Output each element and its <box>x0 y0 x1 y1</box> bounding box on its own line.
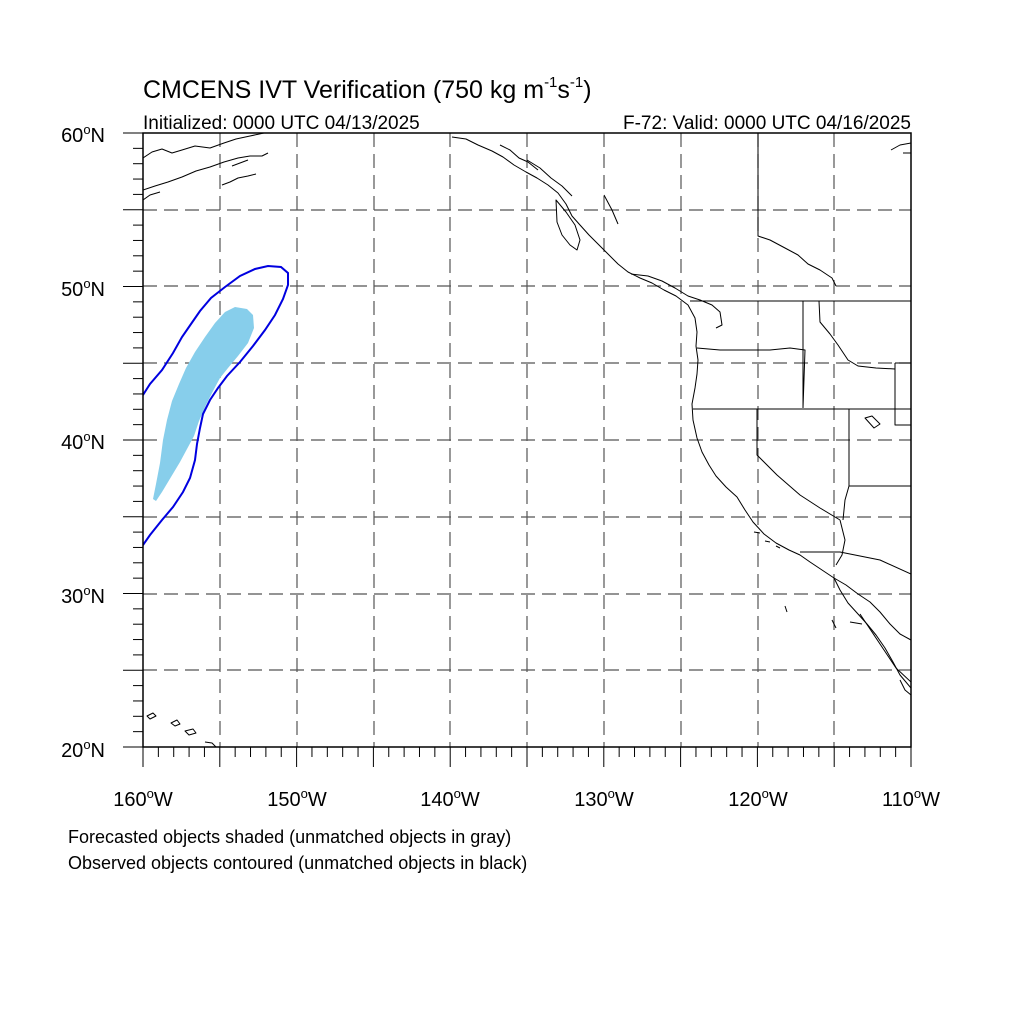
legend-forecast-note: Forecasted objects shaded (unmatched obj… <box>68 827 512 847</box>
figure-title: CMCENS IVT Verification (750 kg m-1s-1) <box>143 74 592 104</box>
latitude-labels: 60oN 50oN 40oN 30oN 20oN <box>61 122 105 762</box>
lon-label-160: 160oW <box>113 786 173 811</box>
valid-label: F-72: Valid: 0000 UTC 04/16/2025 <box>623 113 911 134</box>
observed-ivt-contour <box>143 264 289 546</box>
initialized-label: Initialized: 0000 UTC 04/13/2025 <box>143 113 420 134</box>
lon-label-110: 110oW <box>882 786 940 811</box>
longitude-labels: 160oW 150oW 140oW 130oW 120oW 110oW <box>113 786 940 811</box>
lon-label-130: 130oW <box>574 786 634 811</box>
legend-observed-note: Observed objects contoured (unmatched ob… <box>68 853 528 873</box>
lon-label-140: 140oW <box>420 786 480 811</box>
forecast-ivt-object <box>153 307 254 501</box>
legend-text: Forecasted objects shaded (unmatched obj… <box>68 824 527 876</box>
lat-label-20: 20oN <box>61 737 105 762</box>
graticule-grid <box>143 133 911 747</box>
lat-label-60: 60oN <box>61 122 105 147</box>
lon-label-150: 150oW <box>267 786 327 811</box>
axis-ticks <box>123 132 912 767</box>
lat-label-40: 40oN <box>61 429 105 454</box>
lon-label-120: 120oW <box>728 786 788 811</box>
lat-label-30: 30oN <box>61 583 105 608</box>
lat-label-50: 50oN <box>61 276 105 301</box>
coastlines-borders <box>143 133 911 747</box>
